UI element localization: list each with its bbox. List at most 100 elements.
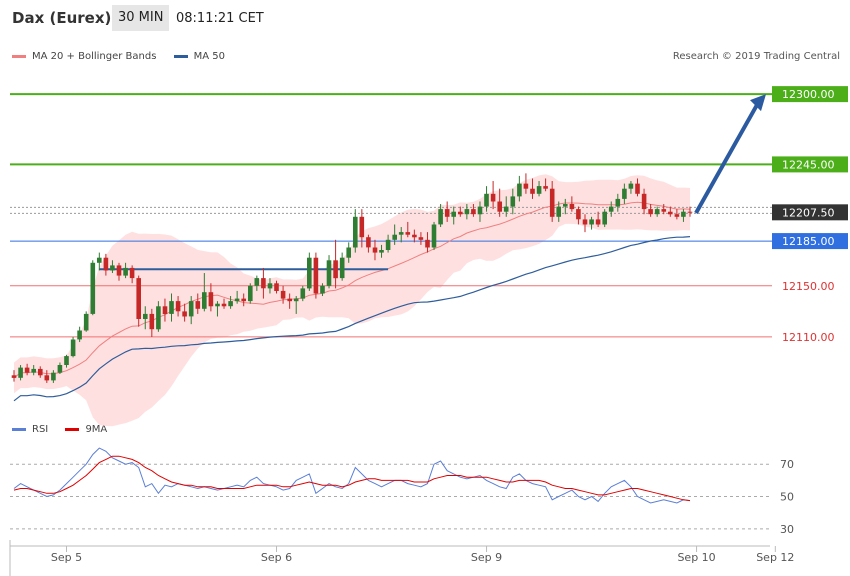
credit-text: Research © 2019 Trading Central: [672, 51, 840, 62]
candle-body: [353, 216, 358, 248]
rsi-tick-label: 70: [780, 458, 794, 471]
candle-body: [31, 368, 36, 373]
candle-body: [11, 375, 17, 378]
candle-body: [608, 206, 614, 212]
candle-body: [136, 278, 141, 319]
candle-body: [70, 339, 76, 357]
rsi-tick-label: 30: [780, 523, 794, 536]
rsi-legend: RSI 9MA: [12, 423, 121, 435]
candle-body: [385, 239, 391, 250]
candle-body: [582, 219, 588, 225]
candle-body: [346, 247, 351, 258]
candle-body: [307, 257, 312, 289]
candle-body: [569, 204, 575, 210]
candle-body: [83, 313, 89, 331]
candle-body: [681, 211, 686, 217]
candle-body: [477, 206, 483, 215]
level-label-12150.00: 12150.00: [782, 280, 835, 293]
level-label-box-12110.00: [772, 328, 848, 345]
price-legend: MA 20 + Bollinger Bands MA 50: [12, 50, 239, 62]
candle-body: [313, 257, 319, 294]
level-label-12245.00: 12245.00: [782, 158, 835, 171]
candle-body: [18, 367, 23, 378]
candle-body: [549, 188, 555, 217]
candle-body: [359, 216, 365, 238]
candle-body: [182, 311, 187, 317]
candle-body: [38, 368, 43, 376]
candle-body: [110, 265, 115, 271]
candle-body: [471, 209, 476, 215]
candle-body: [156, 306, 161, 330]
x-tick-label: Sep 10: [677, 551, 715, 564]
candle-body: [97, 257, 102, 263]
candle-body: [602, 211, 607, 225]
candle-body: [530, 188, 535, 194]
level-label-12110.00: 12110.00: [782, 331, 835, 344]
candle-body: [589, 219, 594, 225]
x-tick-label: Sep 6: [261, 551, 292, 564]
candle-body: [628, 183, 634, 189]
candle-body: [484, 193, 489, 207]
x-tick-label: Sep 5: [51, 551, 82, 564]
candle-body: [372, 247, 378, 253]
candle-body: [366, 237, 371, 248]
candle-body: [116, 265, 122, 276]
candle-body: [228, 301, 233, 307]
projection-arrow-head: [750, 94, 766, 112]
legend-ma20: MA 20 + Bollinger Bands: [12, 51, 156, 62]
legend-ma20-label: MA 20 + Bollinger Bands: [32, 51, 157, 62]
candle-body: [615, 198, 621, 207]
candle-body: [517, 183, 522, 197]
legend-ma50: MA 50: [173, 51, 225, 62]
candle-body: [576, 209, 581, 220]
candle-body: [103, 257, 109, 271]
candle-body: [234, 298, 240, 302]
candle-body: [221, 303, 227, 307]
candle-body: [497, 201, 502, 212]
candle-body: [90, 262, 96, 314]
ma20-swatch: [12, 55, 26, 58]
rsi-swatch: [12, 428, 26, 431]
candle-body: [293, 298, 299, 302]
candle-body: [641, 193, 647, 210]
legend-ma50-label: MA 50: [193, 51, 225, 62]
rsi-tick-label: 50: [780, 491, 794, 504]
candle-body: [333, 260, 338, 279]
candle-body: [425, 239, 430, 248]
candle-body: [287, 298, 292, 302]
candle-body: [595, 219, 601, 225]
candle-body: [188, 301, 194, 317]
candle-body: [215, 303, 220, 307]
candle-body: [254, 278, 260, 286]
candle-body: [398, 232, 404, 235]
candle-body: [261, 278, 266, 289]
level-label-box-12245.00: [772, 156, 848, 173]
candle-body: [451, 211, 456, 217]
candle-body: [438, 209, 443, 225]
candle-body: [123, 267, 128, 276]
timeframe-selector[interactable]: 30 MIN: [112, 5, 170, 31]
candle-body: [202, 292, 207, 309]
projection-arrow-shaft: [694, 102, 760, 214]
candle-body: [687, 211, 693, 213]
candle-body: [648, 209, 653, 215]
level-label-box-12300.00: [772, 86, 848, 103]
ma50-swatch: [173, 55, 188, 58]
candle-body: [464, 209, 470, 215]
level-label-box-12150.00: [772, 277, 848, 294]
candle-body: [392, 234, 397, 240]
candle-body: [379, 250, 384, 253]
candle-body: [523, 183, 529, 189]
level-label-box-12207.50: [772, 204, 848, 221]
x-tick-label: Sep 12: [756, 551, 794, 564]
level-label-12185.00: 12185.00: [782, 235, 835, 248]
candle-body: [208, 292, 214, 307]
instrument-title: Dax (Eurex): [12, 9, 112, 27]
candle-body: [654, 209, 660, 215]
ma50-line: [13, 236, 691, 402]
candle-body: [64, 356, 69, 365]
x-tick-label: Sep 9: [471, 551, 502, 564]
candle-body: [536, 186, 542, 194]
candle-body: [339, 257, 345, 279]
